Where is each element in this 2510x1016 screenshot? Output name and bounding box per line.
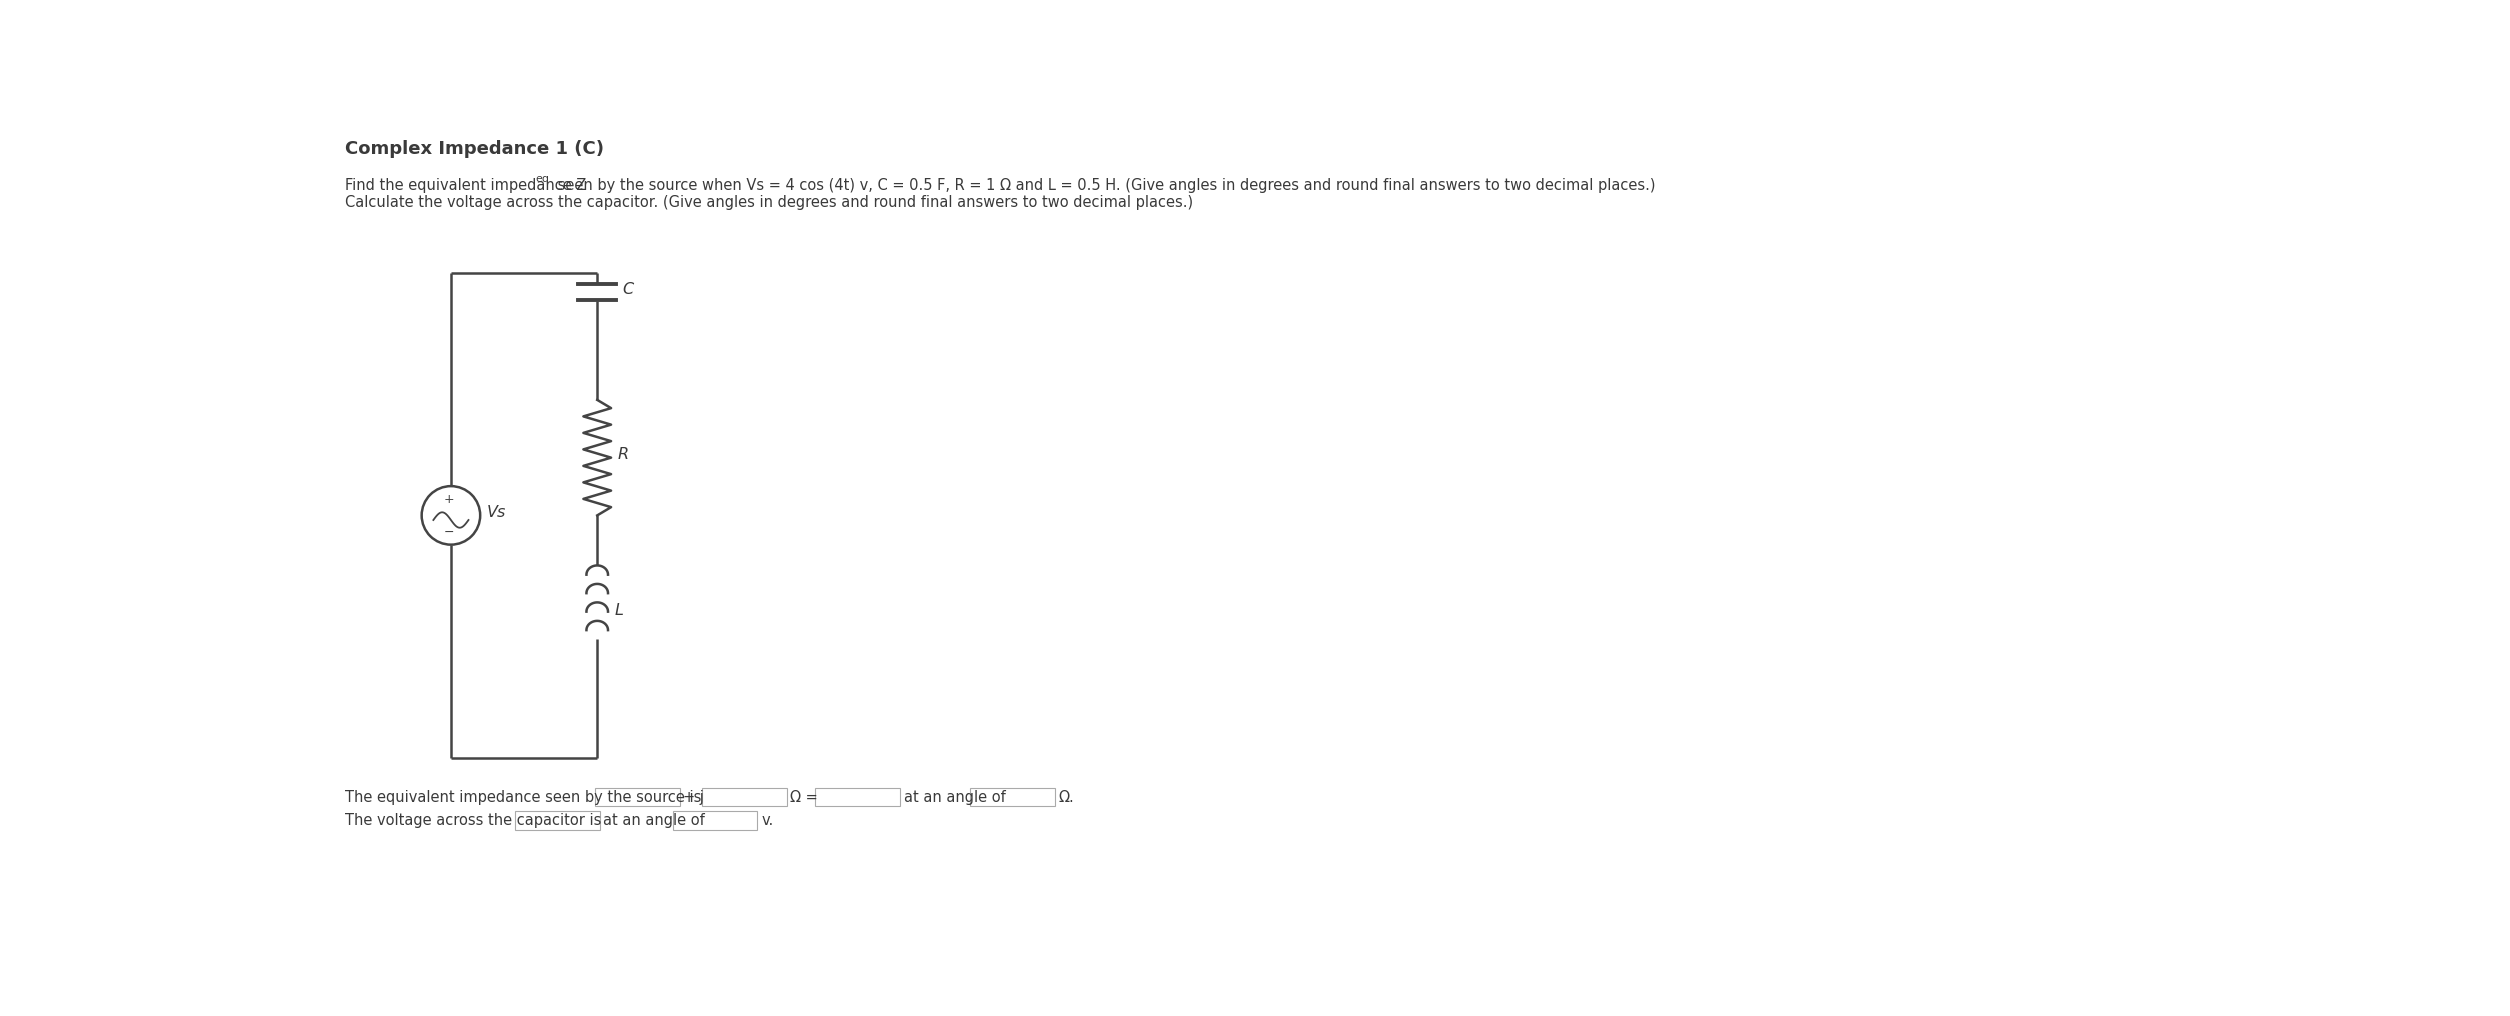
Bar (595, 788, 680, 807)
Text: Find the equivalent impedance Z: Find the equivalent impedance Z (344, 178, 585, 193)
Text: +: + (444, 493, 454, 506)
Text: C: C (622, 281, 633, 297)
Text: at an angle of: at an angle of (904, 790, 1007, 806)
Text: at an angle of: at an angle of (602, 814, 705, 828)
Bar (969, 788, 1054, 807)
Text: The voltage across the capacitor is: The voltage across the capacitor is (344, 814, 600, 828)
Text: Complex Impedance 1 (C): Complex Impedance 1 (C) (344, 139, 605, 157)
Text: + j: + j (683, 790, 705, 806)
Text: R: R (617, 447, 628, 462)
Text: Vs: Vs (487, 505, 505, 520)
Text: Ω.: Ω. (1059, 790, 1074, 806)
Text: Ω =: Ω = (791, 790, 818, 806)
Text: v.: v. (761, 814, 773, 828)
Bar (673, 811, 758, 829)
Bar (515, 811, 600, 829)
Text: L: L (615, 602, 622, 618)
Text: eq: eq (535, 175, 550, 184)
Text: −: − (444, 526, 454, 538)
Text: seen by the source when Vs = 4 cos (4t) v, C = 0.5 F, R = 1 Ω and L = 0.5 H. (Gi: seen by the source when Vs = 4 cos (4t) … (552, 178, 1654, 193)
Bar (816, 788, 901, 807)
Text: The equivalent impedance seen by the source is: The equivalent impedance seen by the sou… (344, 790, 700, 806)
Bar (703, 788, 786, 807)
Text: Calculate the voltage across the capacitor. (Give angles in degrees and round fi: Calculate the voltage across the capacit… (344, 195, 1192, 210)
